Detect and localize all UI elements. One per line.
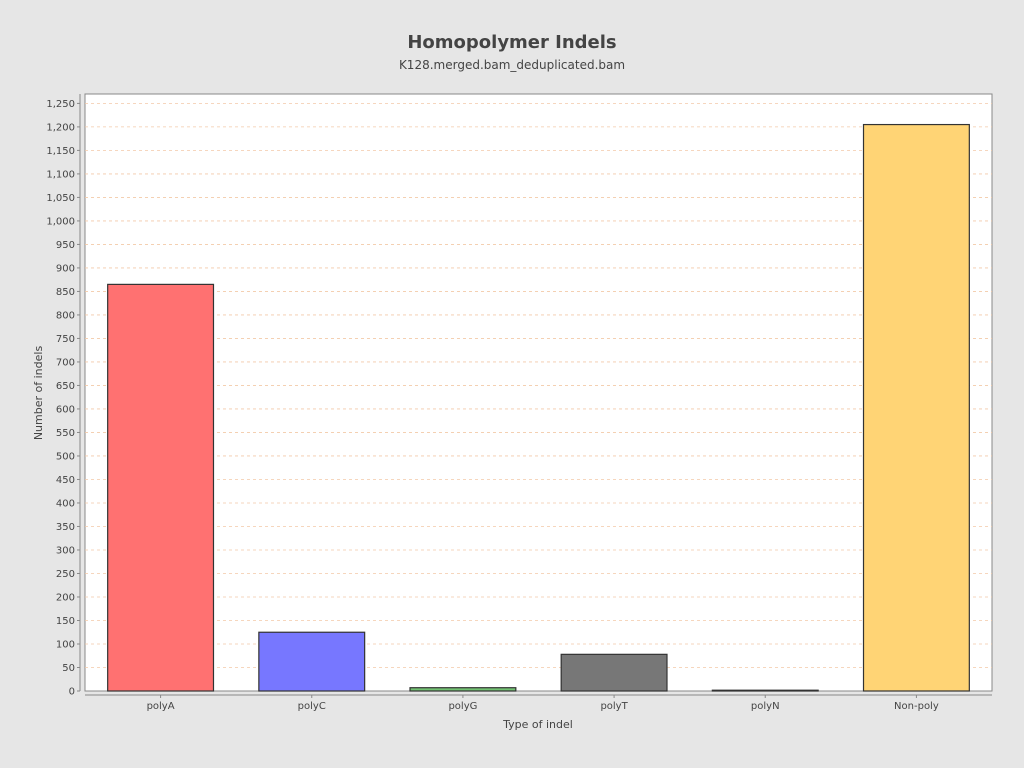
x-tick-label: polyG	[448, 701, 477, 712]
y-tick-label: 200	[56, 592, 75, 603]
x-axis-label: Type of indel	[502, 718, 573, 731]
bar-polyg	[409, 687, 517, 692]
y-tick-label: 250	[56, 569, 75, 580]
x-tick-label: polyT	[600, 701, 628, 712]
y-tick-label: 50	[62, 663, 75, 674]
y-tick-label: 1,200	[46, 122, 75, 133]
x-tick-label: Non-poly	[894, 701, 939, 712]
x-axis-ticks: polyA polyC polyG polyT polyN Non-poly	[147, 695, 939, 712]
bar-polyn	[711, 689, 819, 692]
y-tick-label: 500	[56, 451, 75, 462]
y-tick-label: 800	[56, 310, 75, 321]
plot-area	[84, 93, 993, 692]
y-tick-label: 850	[56, 287, 75, 298]
grid-lines	[85, 103, 992, 668]
y-tick-label: 1,000	[46, 216, 75, 227]
x-tick-label: polyC	[298, 701, 326, 712]
y-tick-label: 450	[56, 475, 75, 486]
y-tick-label: 100	[56, 639, 75, 650]
y-tick-label: 900	[56, 263, 75, 274]
y-tick-label: 300	[56, 545, 75, 556]
bar-polya	[107, 283, 215, 692]
chart-title: Homopolymer Indels	[407, 32, 616, 53]
y-tick-label: 1,150	[46, 146, 75, 157]
y-tick-label: 400	[56, 498, 75, 509]
y-tick-label: 700	[56, 357, 75, 368]
bar-polyt	[560, 653, 668, 692]
chart-subtitle: K128.merged.bam_deduplicated.bam	[399, 58, 625, 72]
y-tick-label: 550	[56, 428, 75, 439]
y-tick-label: 1,050	[46, 193, 75, 204]
y-axis-ticks: 0 50 100 150 200 250 300 350 400 450 500 550 600 650 7…	[46, 99, 80, 698]
y-tick-label: 1,250	[46, 99, 75, 110]
y-tick-label: 950	[56, 240, 75, 251]
y-axis-label: Number of indels	[32, 346, 45, 441]
bars	[107, 123, 970, 692]
y-tick-label: 0	[69, 687, 75, 698]
y-tick-label: 750	[56, 334, 75, 345]
y-tick-label: 1,100	[46, 169, 75, 180]
x-tick-label: polyA	[147, 701, 175, 712]
bar-non-poly	[862, 123, 970, 692]
x-tick-label: polyN	[751, 701, 780, 712]
bar-polyc	[258, 631, 366, 692]
y-tick-label: 650	[56, 381, 75, 392]
y-tick-label: 350	[56, 522, 75, 533]
y-tick-label: 150	[56, 616, 75, 627]
y-tick-label: 600	[56, 404, 75, 415]
